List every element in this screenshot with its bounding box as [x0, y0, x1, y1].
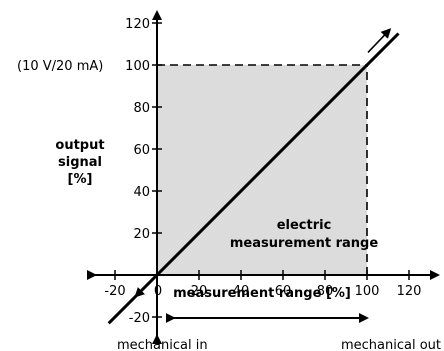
mechanical-in-label: mechanical in — [117, 338, 208, 351]
mechanical-out-direction-arrow — [367, 28, 392, 53]
x-ticks: -20 0 20 40 60 80 100 120 — [104, 270, 421, 299]
y-ticks: -20 20 40 60 80 100 120 — [125, 17, 162, 326]
y-tick-label: -20 — [129, 311, 150, 326]
y-100-annotation: (10 V/20 mA) — [17, 59, 103, 74]
y-tick-label: 60 — [133, 143, 150, 158]
y-tick-label: 120 — [125, 17, 150, 32]
y-axis-label-line-1: output — [55, 138, 104, 153]
x-tick-label: -20 — [104, 284, 125, 299]
x-tick-label: 0 — [154, 284, 162, 299]
x-tick-label: 100 — [355, 284, 380, 299]
x-axis-label: measurement range [%] — [173, 286, 351, 301]
x-tick-label: 80 — [317, 284, 334, 299]
x-tick-label: 20 — [191, 284, 208, 299]
y-tick-label: 40 — [133, 185, 150, 200]
x-tick-label: 40 — [233, 284, 250, 299]
x-tick-label: 120 — [397, 284, 422, 299]
x-tick-label: 60 — [275, 284, 292, 299]
region-label-line-1: electric — [277, 218, 332, 233]
characteristic-line — [107, 32, 400, 325]
y-tick-label: 80 — [133, 101, 150, 116]
y-axis-label-line-3: [%] — [68, 172, 93, 187]
y-axis-label-line-2: signal — [58, 155, 102, 170]
y-tick-label: 100 — [125, 59, 150, 74]
mechanical-out-label: mechanical out — [341, 338, 441, 351]
mechanical-in-direction-arrow — [134, 274, 158, 298]
y-tick-label: 20 — [133, 227, 150, 242]
region-label-line-2: measurement range — [230, 236, 378, 251]
